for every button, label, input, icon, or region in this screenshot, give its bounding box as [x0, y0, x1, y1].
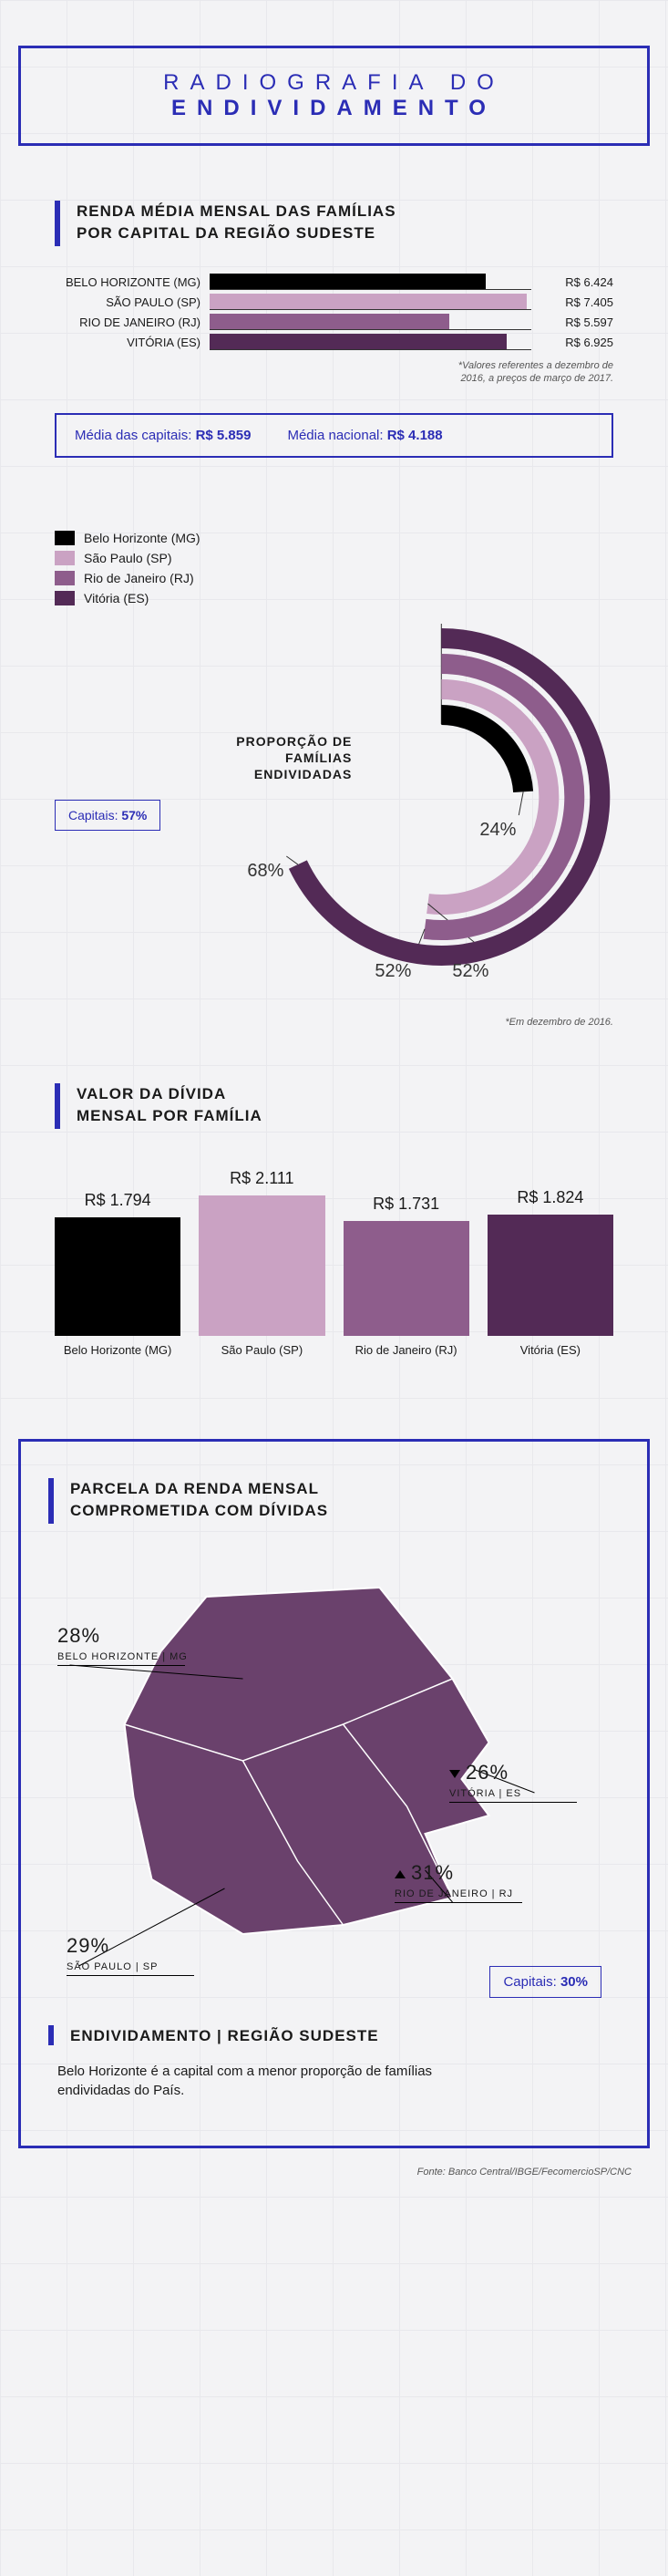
hbar-value: R$ 5.597	[531, 316, 613, 329]
vbar-label: Rio de Janeiro (RJ)	[355, 1343, 457, 1357]
hbar-track	[210, 274, 531, 290]
map-header: PARCELA DA RENDA MENSAL COMPROMETIDA COM…	[48, 1478, 620, 1524]
donut-chart: PROPORÇÃO DE FAMÍLIAS ENDIVIDADAS 24% 52%…	[179, 624, 632, 1007]
vbar-label: Vitória (ES)	[520, 1343, 581, 1357]
legend-swatch	[55, 591, 75, 605]
donut-capitais-box: Capitais: 57%	[55, 800, 160, 831]
donut-pct-label: 24%	[479, 820, 516, 841]
debt-title: VALOR DA DÍVIDA MENSAL POR FAMÍLIA	[77, 1083, 262, 1127]
hbar-fill	[210, 334, 507, 349]
map-pct: 28%	[57, 1624, 188, 1648]
donut-title: PROPORÇÃO DE FAMÍLIAS ENDIVIDADAS	[215, 733, 352, 783]
debt-vbar-chart: R$ 1.794 Belo Horizonte (MG) R$ 2.111 São P…	[55, 1156, 613, 1357]
hbar-row: VITÓRIA (ES) R$ 6.925	[55, 334, 613, 350]
legend-label: Vitória (ES)	[84, 591, 149, 605]
main-title: RADIOGRAFIA DO ENDIVIDAMENTO	[39, 70, 629, 121]
hbar-track	[210, 334, 531, 350]
map-pct: 31%	[395, 1861, 522, 1885]
section-accent-bar	[55, 1083, 60, 1129]
map-footer-title: ENDIVIDAMENTO | REGIÃO SUDESTE	[70, 2025, 379, 2047]
map-city: RIO DE JANEIRO | RJ	[395, 1888, 513, 1899]
title-bold: ENDIVIDAMENTO	[171, 96, 497, 120]
hbar-value: R$ 7.405	[531, 295, 613, 309]
vbar-col: R$ 1.824 Vitória (ES)	[488, 1188, 613, 1357]
hbar-label: BELO HORIZONTE (MG)	[55, 275, 210, 289]
hbar-row: BELO HORIZONTE (MG) R$ 6.424	[55, 274, 613, 290]
vbar-col: R$ 1.731 Rio de Janeiro (RJ)	[344, 1195, 469, 1357]
hbar-fill	[210, 274, 486, 289]
map-svg-wrap: Capitais: 30% 28% BELO HORIZONTE | MG 29% S…	[48, 1542, 620, 1998]
vbar-label: São Paulo (SP)	[221, 1343, 303, 1357]
legend-row: Belo Horizonte (MG)	[55, 531, 668, 545]
map-state-label: 28% BELO HORIZONTE | MG	[57, 1624, 188, 1666]
donut-footnote: *Em dezembro de 2016.	[0, 1016, 613, 1029]
vbar-rect	[55, 1217, 180, 1336]
hbar-value: R$ 6.424	[531, 275, 613, 289]
vbar-label: Belo Horizonte (MG)	[64, 1343, 171, 1357]
vbar-col: R$ 1.794 Belo Horizonte (MG)	[55, 1191, 180, 1357]
legend-swatch	[55, 531, 75, 545]
hbar-fill	[210, 314, 449, 329]
income-title: RENDA MÉDIA MENSAL DAS FAMÍLIAS POR CAPI…	[77, 201, 396, 244]
avg-capitais: Média das capitais: R$ 5.859	[75, 428, 251, 443]
donut-pct-label: 68%	[247, 861, 283, 882]
map-title: PARCELA DA RENDA MENSAL COMPROMETIDA COM…	[70, 1478, 328, 1522]
debt-header: VALOR DA DÍVIDA MENSAL POR FAMÍLIA	[55, 1083, 668, 1129]
income-hbar-chart: BELO HORIZONTE (MG) R$ 6.424 SÃO PAULO (SP…	[55, 274, 613, 350]
vbar-value: R$ 1.824	[517, 1188, 583, 1207]
hbar-row: SÃO PAULO (SP) R$ 7.405	[55, 294, 613, 310]
hbar-fill	[210, 294, 527, 309]
map-city: BELO HORIZONTE | MG	[57, 1651, 188, 1662]
map-state-label: 26% VITÓRIA | ES	[449, 1761, 577, 1803]
section-accent-bar	[48, 2025, 54, 2045]
vbar-rect	[199, 1195, 324, 1336]
source-line: Fonte: Banco Central/IBGE/FecomercioSP/C…	[0, 2167, 632, 2178]
map-state-label: 29% SÃO PAULO | SP	[67, 1934, 194, 1976]
hbar-row: RIO DE JANEIRO (RJ) R$ 5.597	[55, 314, 613, 330]
map-city: VITÓRIA | ES	[449, 1788, 521, 1799]
vbar-col: R$ 2.111 São Paulo (SP)	[199, 1169, 324, 1357]
vbar-value: R$ 1.794	[85, 1191, 151, 1210]
vbar-value: R$ 2.111	[230, 1169, 293, 1188]
section-accent-bar	[55, 201, 60, 246]
map-pct: 26%	[449, 1761, 577, 1785]
income-averages-box: Média das capitais: R$ 5.859 Média nacio…	[55, 413, 613, 458]
legend-label: Rio de Janeiro (RJ)	[84, 571, 194, 585]
donut-wrap: Capitais: 57% PROPORÇÃO DE FAMÍLIAS ENDI…	[55, 624, 632, 1007]
legend-swatch	[55, 551, 75, 565]
map-pct: 29%	[67, 1934, 194, 1958]
hbar-track	[210, 294, 531, 310]
section-accent-bar	[48, 1478, 54, 1524]
hbar-label: VITÓRIA (ES)	[55, 336, 210, 349]
legend-row: São Paulo (SP)	[55, 551, 668, 565]
avg-nacional: Média nacional: R$ 4.188	[287, 428, 442, 443]
map-state-label: 31% RIO DE JANEIRO | RJ	[395, 1861, 522, 1903]
legend-row: Vitória (ES)	[55, 591, 668, 605]
income-footnote: *Valores referentes a dezembro de 2016, …	[0, 359, 613, 386]
hbar-track	[210, 314, 531, 330]
arrow-up-icon	[395, 1870, 406, 1878]
legend-row: Rio de Janeiro (RJ)	[55, 571, 668, 585]
income-header: RENDA MÉDIA MENSAL DAS FAMÍLIAS POR CAPI…	[55, 201, 668, 246]
map-panel: PARCELA DA RENDA MENSAL COMPROMETIDA COM…	[18, 1439, 650, 2148]
donut-pct-label: 52%	[452, 961, 488, 982]
donut-pct-label: 52%	[375, 961, 411, 982]
map-footer-header: ENDIVIDAMENTO | REGIÃO SUDESTE	[48, 2025, 620, 2047]
legend-label: São Paulo (SP)	[84, 551, 172, 565]
city-legend: Belo Horizonte (MG) São Paulo (SP) Rio de …	[55, 531, 668, 605]
arrow-down-icon	[449, 1770, 460, 1778]
legend-swatch	[55, 571, 75, 585]
hbar-value: R$ 6.925	[531, 336, 613, 349]
hbar-label: SÃO PAULO (SP)	[55, 295, 210, 309]
map-city: SÃO PAULO | SP	[67, 1961, 158, 1972]
legend-label: Belo Horizonte (MG)	[84, 531, 200, 545]
main-title-box: RADIOGRAFIA DO ENDIVIDAMENTO	[18, 46, 650, 146]
hbar-label: RIO DE JANEIRO (RJ)	[55, 316, 210, 329]
vbar-rect	[488, 1215, 613, 1336]
map-capitais-box: Capitais: 30%	[489, 1966, 601, 1998]
vbar-rect	[344, 1221, 469, 1336]
map-footer-text: Belo Horizonte é a capital com a menor p…	[57, 2062, 449, 2100]
title-light: RADIOGRAFIA DO	[163, 70, 505, 95]
vbar-value: R$ 1.731	[373, 1195, 439, 1214]
